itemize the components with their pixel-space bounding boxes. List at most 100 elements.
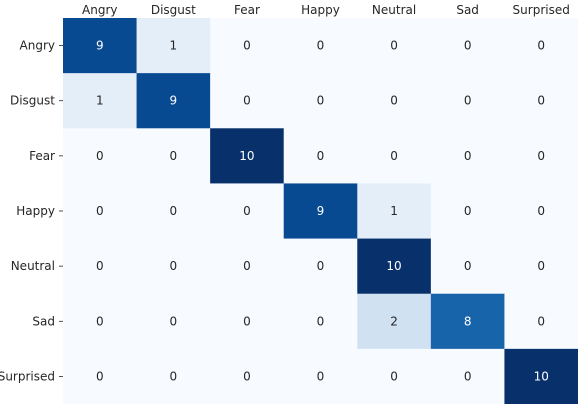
heatmap-cell-disgust-sad xyxy=(430,73,505,129)
heatmap-cell-surprised-angry xyxy=(63,348,138,405)
heatmap-cell-surprised-sad xyxy=(430,348,505,405)
heatmap-cell-angry-angry xyxy=(63,18,138,74)
heatmap-cell-fear-neutral xyxy=(357,128,432,184)
heatmap-cell-neutral-disgust xyxy=(136,238,211,295)
heatmap-cell-value: 0 xyxy=(390,94,398,108)
heatmap-cell-value: 0 xyxy=(170,314,178,328)
heatmap-cell-value: 10 xyxy=(386,259,401,273)
heatmap-cell-disgust-fear xyxy=(210,73,285,129)
x-tick-label-neutral: Neutral xyxy=(372,3,416,17)
heatmap-cell-disgust-disgust xyxy=(136,73,211,129)
heatmap-cell-value: 0 xyxy=(243,204,251,218)
heatmap-cells xyxy=(63,18,578,405)
heatmap-cell-fear-angry xyxy=(63,128,138,184)
heatmap-cell-value: 0 xyxy=(170,204,178,218)
heatmap-cell-value: 0 xyxy=(96,204,104,218)
heatmap-cell-value: 0 xyxy=(243,369,251,383)
heatmap-cell-value: 0 xyxy=(96,314,104,328)
heatmap-cell-happy-disgust xyxy=(136,183,211,240)
heatmap-cell-value: 0 xyxy=(96,369,104,383)
heatmap-cell-value: 10 xyxy=(239,149,254,163)
heatmap-cell-sad-disgust xyxy=(136,293,211,350)
heatmap-cell-sad-happy xyxy=(283,293,358,350)
heatmap-cell-value: 10 xyxy=(534,369,549,383)
heatmap-cell-happy-happy xyxy=(283,183,358,240)
heatmap-cell-fear-happy xyxy=(283,128,358,184)
x-tick-label-disgust: Disgust xyxy=(151,3,196,17)
heatmap-cell-value: 0 xyxy=(243,94,251,108)
heatmap-cell-sad-neutral xyxy=(357,293,432,350)
heatmap-cell-disgust-angry xyxy=(63,73,138,129)
x-tick-label-sad: Sad xyxy=(456,3,479,17)
heatmap-cell-value: 0 xyxy=(243,259,251,273)
heatmap-cell-neutral-fear xyxy=(210,238,285,295)
heatmap-cell-value: 0 xyxy=(317,259,325,273)
heatmap-cell-angry-surprised xyxy=(504,18,578,74)
heatmap-cell-value: 0 xyxy=(537,259,545,273)
heatmap-cell-value: 0 xyxy=(464,149,472,163)
heatmap-cell-value: 1 xyxy=(96,94,104,108)
heatmap-cell-value: 0 xyxy=(170,259,178,273)
y-tick-label-sad: Sad xyxy=(32,314,55,328)
heatmap-cell-fear-disgust xyxy=(136,128,211,184)
heatmap-cell-angry-neutral xyxy=(357,18,432,74)
heatmap-cell-disgust-happy xyxy=(283,73,358,129)
heatmap-cell-value: 0 xyxy=(317,369,325,383)
heatmap-cell-happy-surprised xyxy=(504,183,578,240)
heatmap-cell-fear-surprised xyxy=(504,128,578,184)
heatmap-cell-neutral-angry xyxy=(63,238,138,295)
heatmap-cell-value: 9 xyxy=(96,39,104,53)
heatmap-cell-neutral-sad xyxy=(430,238,505,295)
heatmap-cell-value: 0 xyxy=(537,314,545,328)
heatmap-cell-fear-sad xyxy=(430,128,505,184)
x-tick-label-fear: Fear xyxy=(234,3,260,17)
heatmap-cell-value: 0 xyxy=(464,39,472,53)
heatmap-cell-disgust-neutral xyxy=(357,73,432,129)
heatmap-cell-sad-surprised xyxy=(504,293,578,350)
heatmap-cell-neutral-surprised xyxy=(504,238,578,295)
heatmap-cell-angry-sad xyxy=(430,18,505,74)
heatmap-cell-happy-neutral xyxy=(357,183,432,240)
y-tick-label-happy: Happy xyxy=(16,204,55,218)
heatmap-cell-value: 0 xyxy=(537,94,545,108)
heatmap-cell-value: 2 xyxy=(390,314,398,328)
heatmap-cell-value: 0 xyxy=(317,94,325,108)
heatmap-cell-surprised-surprised xyxy=(504,348,578,405)
heatmap-cell-sad-fear xyxy=(210,293,285,350)
x-tick-label-surprised: Surprised xyxy=(513,3,570,17)
heatmap-cell-happy-sad xyxy=(430,183,505,240)
y-tick-label-fear: Fear xyxy=(29,149,55,163)
heatmap-cell-value: 0 xyxy=(390,149,398,163)
heatmap-cell-value: 0 xyxy=(317,39,325,53)
y-tick-label-neutral: Neutral xyxy=(11,259,55,273)
heatmap-cell-value: 0 xyxy=(537,39,545,53)
heatmap-cell-value: 0 xyxy=(464,204,472,218)
heatmap-cell-value: 0 xyxy=(464,94,472,108)
heatmap-cell-value: 9 xyxy=(170,94,178,108)
heatmap-cell-value: 1 xyxy=(170,39,178,53)
heatmap-cell-value: 0 xyxy=(96,149,104,163)
heatmap-cell-value: 0 xyxy=(96,259,104,273)
heatmap-cell-angry-disgust xyxy=(136,18,211,74)
heatmap-cell-neutral-neutral xyxy=(357,238,432,295)
heatmap-cell-happy-angry xyxy=(63,183,138,240)
heatmap-cell-angry-happy xyxy=(283,18,358,74)
heatmap-cell-angry-fear xyxy=(210,18,285,74)
heatmap-cell-surprised-happy xyxy=(283,348,358,405)
heatmap-cell-neutral-happy xyxy=(283,238,358,295)
heatmap-cell-value: 0 xyxy=(317,149,325,163)
heatmap-cell-value: 0 xyxy=(243,39,251,53)
y-tick-label-surprised: Surprised xyxy=(0,369,55,383)
x-tick-label-angry: Angry xyxy=(82,3,117,17)
heatmap-cell-sad-sad xyxy=(430,293,505,350)
heatmap-cell-surprised-neutral xyxy=(357,348,432,405)
heatmap-cell-value: 0 xyxy=(464,369,472,383)
heatmap-cell-value: 0 xyxy=(537,204,545,218)
heatmap-cell-sad-angry xyxy=(63,293,138,350)
heatmap-cell-value: 0 xyxy=(390,369,398,383)
heatmap-cell-value: 9 xyxy=(317,204,325,218)
heatmap-cell-value: 8 xyxy=(464,314,472,328)
heatmap-cell-value: 0 xyxy=(170,369,178,383)
x-tick-label-happy: Happy xyxy=(301,3,340,17)
